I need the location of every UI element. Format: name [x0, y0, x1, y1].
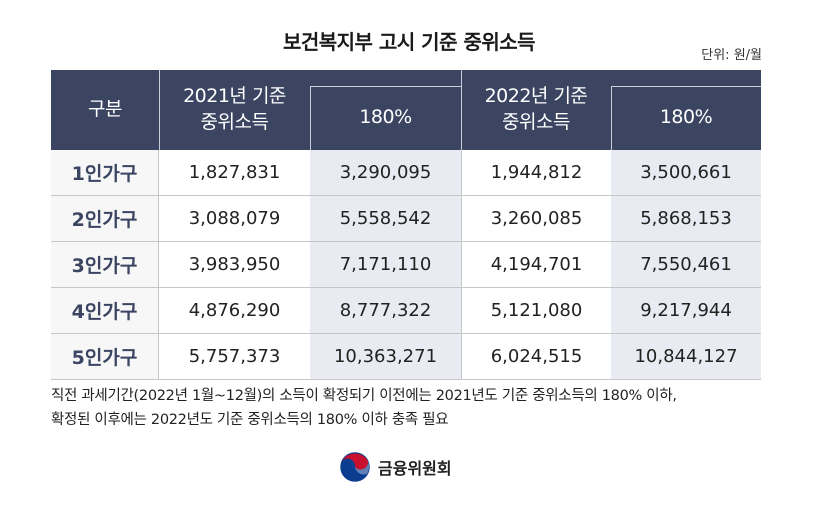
cell-2021-180pct: 7,171,110	[310, 242, 461, 287]
row-label: 1인가구	[51, 150, 159, 195]
header-2022-sub	[611, 86, 761, 150]
unit-label: 단위: 원/월	[701, 48, 762, 63]
header-2021-median: 2021년 기준 중위소득	[183, 85, 286, 133]
table-row: 3인가구 3,983,950 7,171,110 4,194,701 7,550…	[51, 242, 761, 288]
fsc-logo: 금융위원회	[338, 449, 452, 485]
header-2021-180pct: 180%	[359, 106, 412, 129]
table-row: 1인가구 1,827,831 3,290,095 1,944,812 3,500…	[51, 150, 761, 196]
cell-2022-180pct: 5,868,153	[611, 196, 761, 241]
cell-2021-180pct: 5,558,542	[310, 196, 461, 241]
cell-2022-median: 1,944,812	[461, 150, 611, 195]
header-category: 구분	[88, 98, 122, 121]
table-header: 구분 2021년 기준 중위소득 180% 2022년 기준 중위소득 180%	[51, 70, 761, 150]
header-2021-sub	[310, 86, 461, 150]
cell-2021-180pct: 3,290,095	[310, 150, 461, 195]
table-row: 4인가구 4,876,290 8,777,322 5,121,080 9,217…	[51, 288, 761, 334]
cell-2021-180pct: 8,777,322	[310, 288, 461, 333]
cell-2021-median: 3,983,950	[188, 254, 281, 275]
cell-2022-180pct: 9,217,944	[611, 288, 761, 333]
footnote-line-1: 직전 과세기간(2022년 1월~12월)의 소득이 확정되기 이전에는 202…	[51, 388, 677, 404]
footnote-line-2: 확정된 이후에는 2022년도 기준 중위소득의 180% 이하 충족 필요	[51, 412, 449, 428]
row-label: 4인가구	[51, 288, 159, 333]
table-row: 5인가구 5,757,373 10,363,271 6,024,515 10,8…	[51, 334, 761, 380]
logo-text: 금융위원회	[378, 459, 452, 478]
cell-2021-median: 4,876,290	[188, 300, 281, 321]
cell-2022-median: 4,194,701	[461, 242, 611, 287]
cell-2021-180pct: 10,363,271	[310, 334, 461, 379]
taegeuk-emblem-icon	[339, 451, 371, 483]
cell-2022-median: 3,260,085	[461, 196, 611, 241]
cell-2021-median: 3,088,079	[188, 208, 281, 229]
row-label: 5인가구	[51, 334, 159, 379]
footnote: 직전 과세기간(2022년 1월~12월)의 소득이 확정되기 이전에는 202…	[51, 384, 781, 432]
page-title: 보건복지부 고시 기준 중위소득	[282, 30, 536, 54]
row-label: 2인가구	[51, 196, 159, 241]
header-2022-median: 2022년 기준 중위소득	[484, 85, 588, 133]
cell-2021-median: 5,757,373	[188, 346, 281, 367]
cell-2022-180pct: 10,844,127	[611, 334, 761, 379]
cell-2022-median: 5,121,080	[461, 288, 611, 333]
cell-2022-180pct: 3,500,661	[611, 150, 761, 195]
cell-2022-median: 6,024,515	[461, 334, 611, 379]
header-2022-180pct: 180%	[659, 106, 713, 129]
row-label: 3인가구	[51, 242, 159, 287]
cell-2021-median: 1,827,831	[188, 162, 281, 183]
cell-2022-180pct: 7,550,461	[611, 242, 761, 287]
table-row: 2인가구 3,088,079 5,558,542 3,260,085 5,868…	[51, 196, 761, 242]
